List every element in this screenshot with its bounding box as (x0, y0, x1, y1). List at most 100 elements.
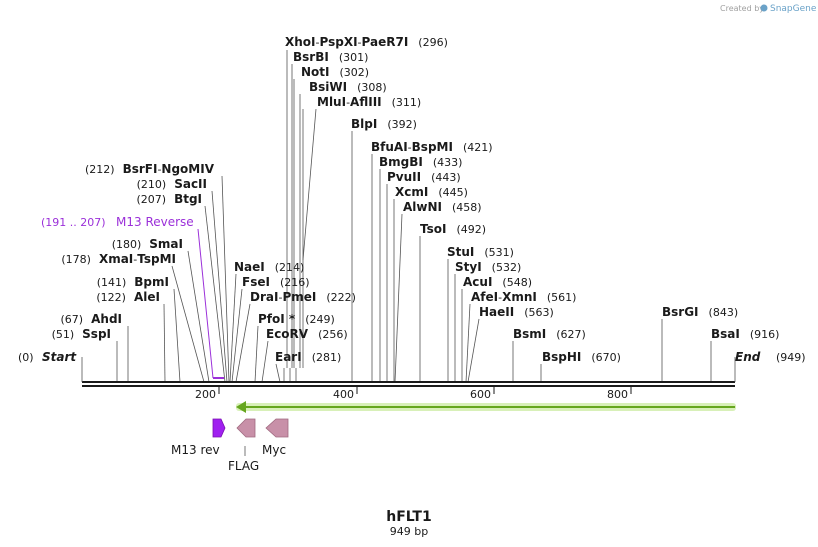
site-position: (421) (463, 141, 493, 154)
end-label: End (735, 350, 761, 364)
enzyme-name: BsaI (711, 327, 740, 341)
tick-label: 400 (333, 388, 354, 401)
enzyme-name: BsiWI (309, 80, 347, 94)
site-position: (178) (61, 253, 91, 266)
enzyme-name: PvuII (387, 170, 421, 184)
site-position: (67) (61, 313, 84, 326)
site-position: (122) (96, 291, 126, 304)
enzyme-name: BpmI (134, 275, 169, 289)
site-position: (222) (326, 291, 356, 304)
enzyme-name: StuI (447, 245, 474, 259)
enzyme-name: EcoRV (266, 327, 309, 341)
site-position: (214) (275, 261, 305, 274)
site-position: (627) (556, 328, 586, 341)
m13-reverse-primer (197, 228, 224, 379)
site-position: (843) (709, 306, 739, 319)
enzyme-name: EarI (275, 350, 302, 364)
site-position: (210) (137, 178, 167, 191)
enzyme-name: PmeI (282, 290, 316, 304)
enzyme-name: SacII (174, 177, 207, 191)
ruler-ticks: 200 400 600 800 (195, 386, 632, 401)
site-position: (256) (318, 328, 348, 341)
enzyme-name: PfoI * (258, 312, 296, 326)
enzyme-name: AcuI (463, 275, 492, 289)
tick-label: 200 (195, 388, 216, 401)
site-position: (249) (305, 313, 335, 326)
enzyme-name: AleI (134, 290, 160, 304)
orf-arrow (236, 401, 736, 413)
m13rev-feature-shape (212, 418, 226, 438)
feature-label-flag: FLAG (228, 459, 259, 473)
enzyme-name: XmnI (502, 290, 537, 304)
watermark-brand: SnapGene (770, 4, 817, 14)
enzyme-name: XhoI (285, 35, 316, 49)
site-position: (392) (387, 118, 417, 131)
feature-label-m13rev: M13 rev (171, 443, 220, 457)
site-position: (563) (524, 306, 554, 319)
site-position: (670) (591, 351, 621, 364)
feature-label-myc: Myc (262, 443, 286, 457)
enzyme-name: BsrBI (293, 50, 329, 64)
site-position: (445) (438, 186, 468, 199)
enzyme-name: BspMI (412, 140, 453, 154)
enzyme-name: BlpI (351, 117, 377, 131)
enzyme-name: AflIII (350, 95, 382, 109)
site-position: (296) (418, 36, 448, 49)
enzyme-name: PspXI (320, 35, 358, 49)
primer-label: (191 .. 207) M13 Reverse (41, 215, 194, 229)
primer-position: (191 .. 207) (41, 216, 106, 229)
restriction-site-labels: XhoI - PspXI - PaeR7I (296) BsrBI (301) NotI… (52, 35, 780, 364)
site-separator: - (316, 36, 320, 49)
start-position: (0) (18, 351, 34, 364)
site-position: (561) (547, 291, 577, 304)
enzyme-name: BfuAI (371, 140, 408, 154)
site-position: (433) (433, 156, 463, 169)
site-position: (180) (112, 238, 142, 251)
enzyme-name: NaeI (234, 260, 265, 274)
enzyme-name: NotI (301, 65, 330, 79)
enzyme-name: StyI (455, 260, 482, 274)
map-title-block: hFLT1 949 bp (386, 509, 431, 538)
enzyme-name: SspI (82, 327, 111, 341)
watermark: Created by SnapGene (720, 4, 817, 14)
site-separator: - (157, 163, 161, 176)
map-ends: (0) Start End (949) (18, 350, 806, 364)
tick-label: 600 (470, 388, 491, 401)
site-position: (916) (750, 328, 780, 341)
site-position: (492) (456, 223, 486, 236)
enzyme-name: NgoMIV (161, 162, 214, 176)
enzyme-name: PaeR7I (362, 35, 409, 49)
site-position: (212) (85, 163, 115, 176)
myc-feature-shape (265, 418, 289, 438)
site-separator: - (498, 291, 502, 304)
site-position: (302) (340, 66, 370, 79)
site-separator: - (346, 96, 350, 109)
enzyme-name: BsrGI (662, 305, 699, 319)
feature-track: M13 rev FLAG Myc (171, 418, 289, 473)
enzyme-name: BsmI (513, 327, 546, 341)
site-connectors (116, 50, 712, 383)
site-position: (216) (280, 276, 310, 289)
site-position: (141) (97, 276, 127, 289)
site-position: (531) (484, 246, 514, 259)
enzyme-name: BsrFI (123, 162, 158, 176)
enzyme-name: AfeI (471, 290, 498, 304)
snapgene-logo-icon (760, 4, 768, 12)
end-position: (949) (776, 351, 806, 364)
enzyme-name: AhdI (91, 312, 122, 326)
site-separator: - (278, 291, 282, 304)
enzyme-name: FseI (242, 275, 270, 289)
dna-backbone (81, 357, 736, 387)
enzyme-name: TsoI (420, 222, 446, 236)
enzyme-name: AlwNI (403, 200, 442, 214)
enzyme-name: HaeII (479, 305, 514, 319)
site-position: (532) (492, 261, 522, 274)
enzyme-name: DraI (250, 290, 278, 304)
enzyme-name: XcmI (395, 185, 428, 199)
map-title: hFLT1 (386, 509, 431, 525)
enzyme-name: BspHI (542, 350, 581, 364)
site-position: (311) (392, 96, 422, 109)
site-position: (51) (52, 328, 75, 341)
start-label: Start (42, 350, 77, 364)
site-position: (308) (357, 81, 387, 94)
